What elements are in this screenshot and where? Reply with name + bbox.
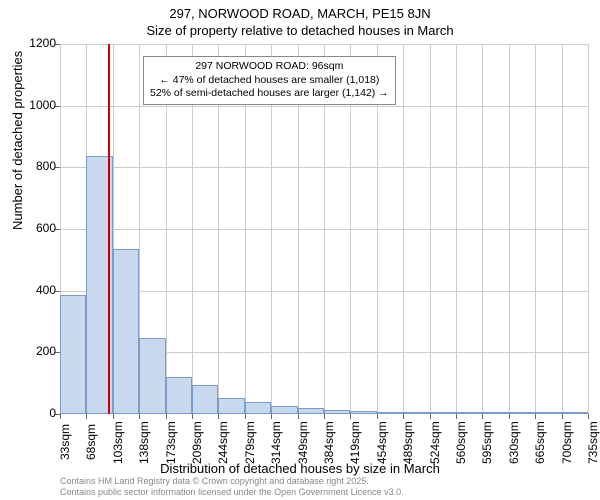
y-tick-label: 200 [16,344,56,358]
histogram-bar [562,412,588,414]
histogram-bar [113,249,139,414]
footer-line1: Contains HM Land Registry data © Crown c… [60,476,404,487]
x-tick-label: 314sqm [269,424,283,464]
histogram-bar [271,406,297,414]
histogram-bar [245,402,271,414]
x-tick-mark [562,414,563,419]
y-tick-label: 800 [16,159,56,173]
x-tick-mark [245,414,246,419]
x-tick-mark [377,414,378,419]
x-tick-label: 244sqm [216,424,230,464]
histogram-bar [324,410,350,414]
histogram-bar [139,338,165,414]
y-tick-label: 1000 [16,98,56,112]
x-tick-mark [456,414,457,419]
histogram-bar [166,377,192,414]
callout-line: ← 47% of detached houses are smaller (1,… [150,74,389,88]
x-tick-label: 524sqm [428,424,442,464]
x-tick-label: 595sqm [480,424,494,464]
y-tick-label: 600 [16,221,56,235]
grid-line-v [456,44,457,414]
x-tick-mark [509,414,510,419]
x-tick-mark [113,414,114,419]
x-tick-mark [403,414,404,419]
x-tick-label: 33sqm [58,424,72,464]
x-tick-mark [86,414,87,419]
callout-line: 297 NORWOOD ROAD: 96sqm [150,60,389,74]
histogram-bar [60,295,86,414]
x-tick-mark [324,414,325,419]
x-tick-mark [218,414,219,419]
x-tick-label: 665sqm [533,424,547,464]
footer-line2: Contains public sector information licen… [60,487,404,498]
x-tick-label: 560sqm [454,424,468,464]
histogram-bar [350,411,376,414]
x-tick-label: 700sqm [560,424,574,464]
x-tick-label: 735sqm [586,424,600,464]
chart-title-line2: Size of property relative to detached ho… [0,21,600,38]
x-tick-mark [350,414,351,419]
x-tick-mark [139,414,140,419]
y-axis-label: Number of detached properties [10,51,25,230]
x-tick-label: 138sqm [137,424,151,464]
x-tick-label: 630sqm [507,424,521,464]
grid-line-v [562,44,563,414]
histogram-bar [218,398,244,414]
x-tick-mark [588,414,589,419]
grid-line-v [588,44,589,414]
x-tick-label: 489sqm [401,424,415,464]
x-tick-label: 384sqm [322,424,336,464]
histogram-bar [509,412,535,414]
x-tick-mark [271,414,272,419]
x-tick-mark [166,414,167,419]
chart-title-line1: 297, NORWOOD ROAD, MARCH, PE15 8JN [0,0,600,21]
histogram-bar [535,412,561,414]
x-tick-label: 68sqm [84,424,98,464]
callout-line: 52% of semi-detached houses are larger (… [150,87,389,101]
x-tick-label: 349sqm [296,424,310,464]
y-tick-label: 1200 [16,36,56,50]
x-tick-label: 209sqm [190,424,204,464]
grid-line-v [430,44,431,414]
grid-line-v [535,44,536,414]
property-callout: 297 NORWOOD ROAD: 96sqm← 47% of detached… [143,56,396,105]
y-tick-label: 400 [16,283,56,297]
x-tick-mark [192,414,193,419]
histogram-bar [377,412,403,414]
x-tick-mark [482,414,483,419]
x-tick-mark [430,414,431,419]
x-tick-label: 454sqm [375,424,389,464]
x-tick-label: 173sqm [164,424,178,464]
property-marker-line [108,44,110,414]
histogram-bar [403,412,429,414]
histogram-bar [298,408,324,414]
histogram-bar [456,412,482,414]
x-tick-label: 279sqm [243,424,257,464]
plot-area: 297 NORWOOD ROAD: 96sqm← 47% of detached… [60,44,588,414]
x-tick-mark [298,414,299,419]
grid-line-v [403,44,404,414]
grid-line-v [509,44,510,414]
grid-line-v [482,44,483,414]
x-tick-label: 103sqm [111,424,125,464]
chart-container: 297, NORWOOD ROAD, MARCH, PE15 8JN Size … [0,0,600,500]
footer-attribution: Contains HM Land Registry data © Crown c… [60,476,404,498]
y-tick-label: 0 [16,406,56,420]
histogram-bar [430,412,456,414]
histogram-bar [482,412,508,414]
x-tick-label: 419sqm [348,424,362,464]
x-tick-mark [535,414,536,419]
x-tick-mark [60,414,61,419]
histogram-bar [192,385,218,414]
